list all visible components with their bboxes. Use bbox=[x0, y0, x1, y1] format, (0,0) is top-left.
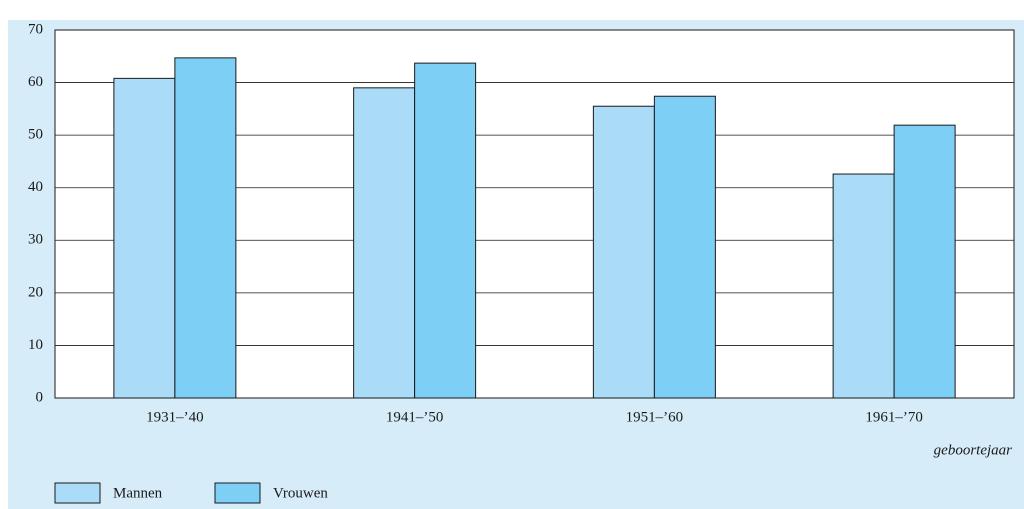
x-tick-label: 1961–’70 bbox=[865, 409, 923, 425]
bar bbox=[113, 77, 176, 399]
bar bbox=[414, 62, 477, 399]
bar bbox=[174, 57, 237, 399]
legend-swatch bbox=[214, 482, 261, 504]
x-tick-label: 1931–’40 bbox=[146, 409, 204, 425]
legend-swatch bbox=[54, 482, 101, 504]
x-tick-label: 1941–’50 bbox=[386, 409, 444, 425]
bar bbox=[353, 87, 416, 399]
bar bbox=[893, 124, 956, 399]
bar bbox=[592, 105, 655, 399]
y-tick-label: 40 bbox=[28, 179, 43, 195]
y-tick-label: 0 bbox=[36, 389, 44, 405]
y-tick-label: 70 bbox=[28, 21, 43, 37]
x-tick-label: 1951–’60 bbox=[626, 409, 684, 425]
legend-label: Vrouwen bbox=[273, 485, 328, 501]
x-axis-label: geboortejaar bbox=[934, 442, 1012, 458]
y-tick-label: 60 bbox=[28, 74, 43, 90]
y-tick-label: 50 bbox=[28, 127, 43, 143]
legend-label: Mannen bbox=[113, 485, 163, 501]
y-tick-label: 30 bbox=[28, 232, 43, 248]
y-tick-label: 10 bbox=[28, 337, 43, 353]
y-tick-label: 20 bbox=[28, 284, 43, 300]
bar bbox=[653, 95, 716, 399]
bar bbox=[832, 173, 895, 399]
